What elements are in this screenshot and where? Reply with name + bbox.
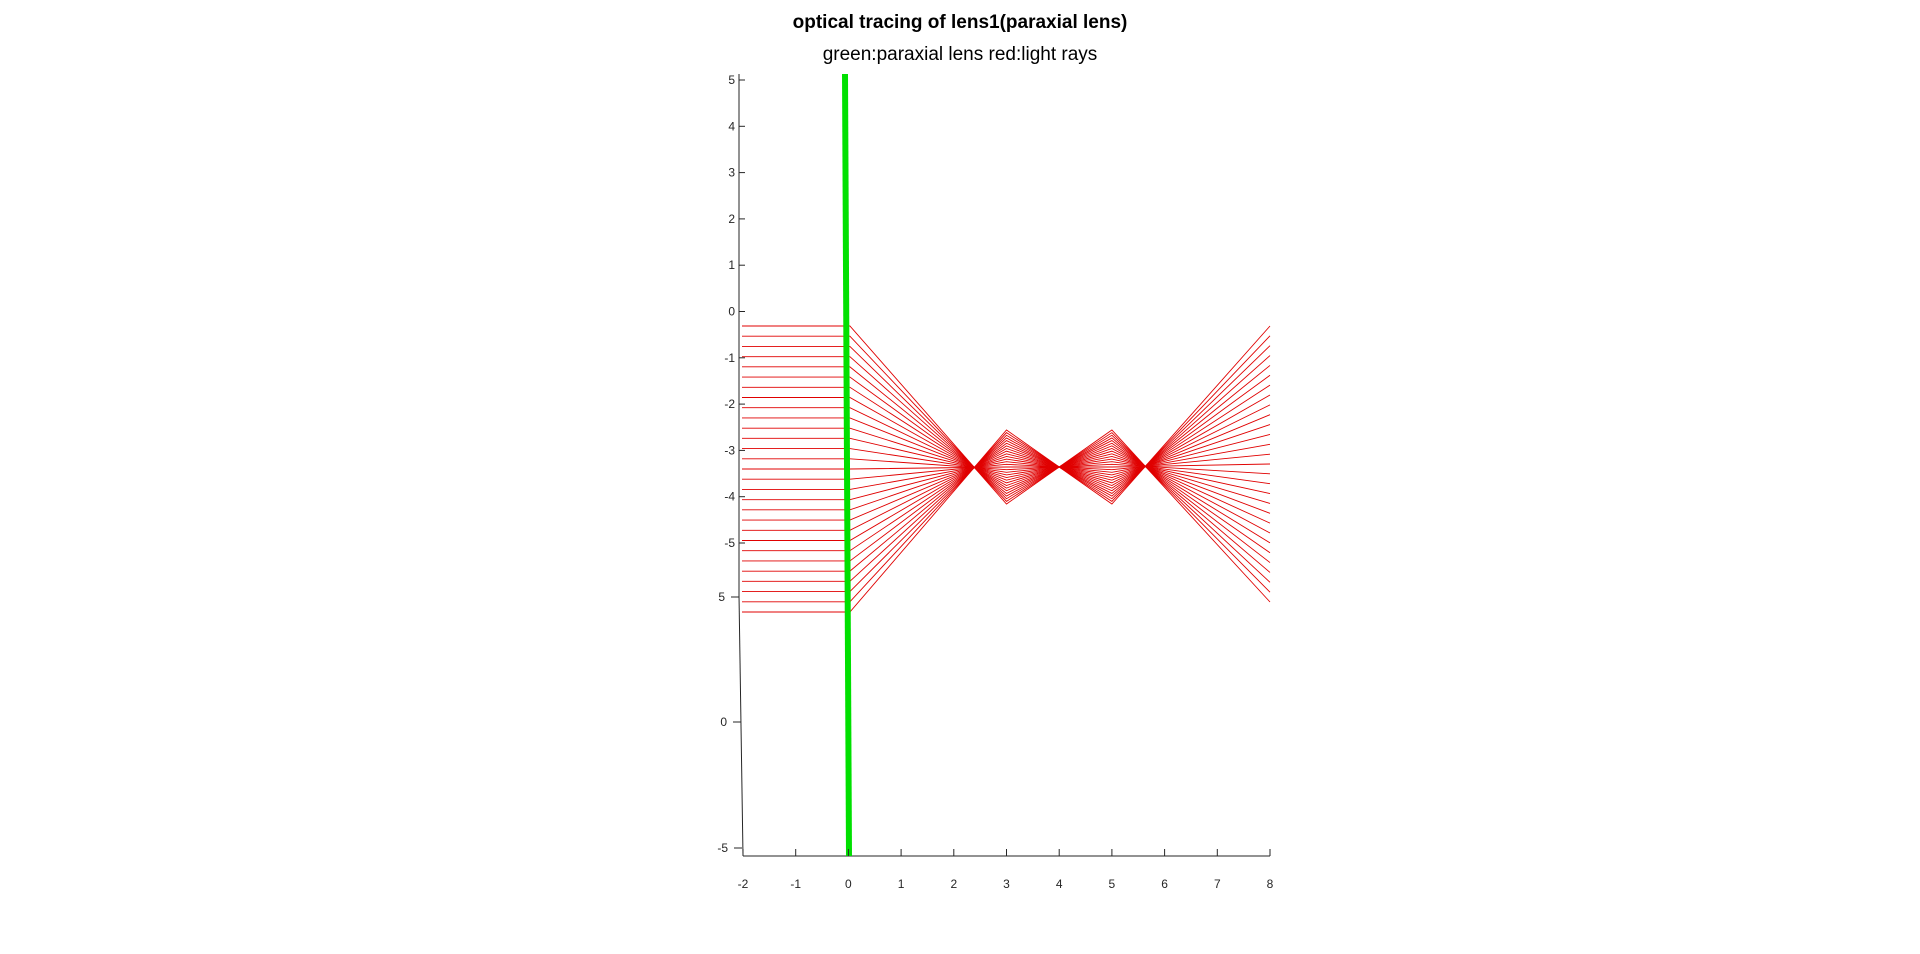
x-tick-label: 1 xyxy=(898,877,905,891)
light-ray xyxy=(742,414,1271,521)
x-tick-label: 5 xyxy=(1109,877,1116,891)
light-ray xyxy=(742,453,1271,480)
y-axis-line xyxy=(738,594,744,857)
light-ray xyxy=(742,384,1271,552)
light-ray xyxy=(742,433,1271,501)
ticks: -2 -1 0 1 2 3 4 5 6 7 8 -5 0 5 5 4 3 2 1 0 -1 -2 -3 -4 -5 xyxy=(717,73,1273,891)
chart-title: optical tracing of lens1(paraxial lens) xyxy=(792,12,1128,33)
z-tick-label: 2 xyxy=(728,212,735,226)
light-ray xyxy=(742,443,1271,490)
paraxial-lens xyxy=(842,73,852,857)
z-tick-label: 3 xyxy=(728,166,735,180)
light-ray xyxy=(742,355,1271,582)
light-ray xyxy=(742,463,1271,470)
light-ray xyxy=(742,394,1271,541)
light-rays xyxy=(742,325,1271,613)
z-tick-label: -1 xyxy=(724,351,735,365)
light-ray xyxy=(742,397,1271,534)
light-ray xyxy=(742,374,1271,562)
z-tick-label: -2 xyxy=(724,397,735,411)
light-ray xyxy=(742,448,1271,485)
z-tick-label: 0 xyxy=(728,305,735,319)
light-ray xyxy=(742,335,1271,593)
x-tick-label: -1 xyxy=(790,877,801,891)
light-ray xyxy=(742,386,1271,544)
z-tick-label: 4 xyxy=(728,119,735,133)
light-ray xyxy=(742,417,1271,514)
light-ray xyxy=(742,437,1271,495)
chart-subtitle: green:paraxial lens red:light rays xyxy=(822,44,1098,65)
x-tick-label: 7 xyxy=(1214,877,1221,891)
light-ray xyxy=(742,365,1271,572)
x-tick-label: 2 xyxy=(950,877,957,891)
light-ray xyxy=(742,356,1271,573)
light-ray xyxy=(742,345,1271,583)
light-ray xyxy=(742,325,1271,603)
light-ray xyxy=(742,427,1271,504)
light-ray xyxy=(742,458,1271,475)
light-ray xyxy=(742,335,1271,603)
y-tick-label: -5 xyxy=(717,841,728,855)
z-tick-label: 1 xyxy=(728,258,735,272)
axes xyxy=(738,74,1270,857)
light-ray xyxy=(742,424,1271,511)
x-tick-label: 4 xyxy=(1056,877,1063,891)
light-ray xyxy=(742,404,1271,531)
x-tick-label: 8 xyxy=(1267,877,1274,891)
x-tick-label: 3 xyxy=(1003,877,1010,891)
x-tick-label: 6 xyxy=(1161,877,1168,891)
z-tick-label: -3 xyxy=(724,443,735,457)
light-ray xyxy=(742,345,1271,593)
z-tick-label: 5 xyxy=(728,73,735,87)
lens xyxy=(842,73,852,857)
x-tick-label: 0 xyxy=(845,877,852,891)
z-tick-label: -5 xyxy=(724,536,735,550)
y-tick-label: 0 xyxy=(720,715,727,729)
light-ray xyxy=(742,325,1271,613)
z-tick-label: -4 xyxy=(724,490,735,504)
y-tick-label: 5 xyxy=(718,590,725,604)
light-ray xyxy=(742,407,1271,524)
x-tick-label: -2 xyxy=(738,877,749,891)
light-ray xyxy=(742,366,1271,563)
light-ray xyxy=(742,376,1271,554)
